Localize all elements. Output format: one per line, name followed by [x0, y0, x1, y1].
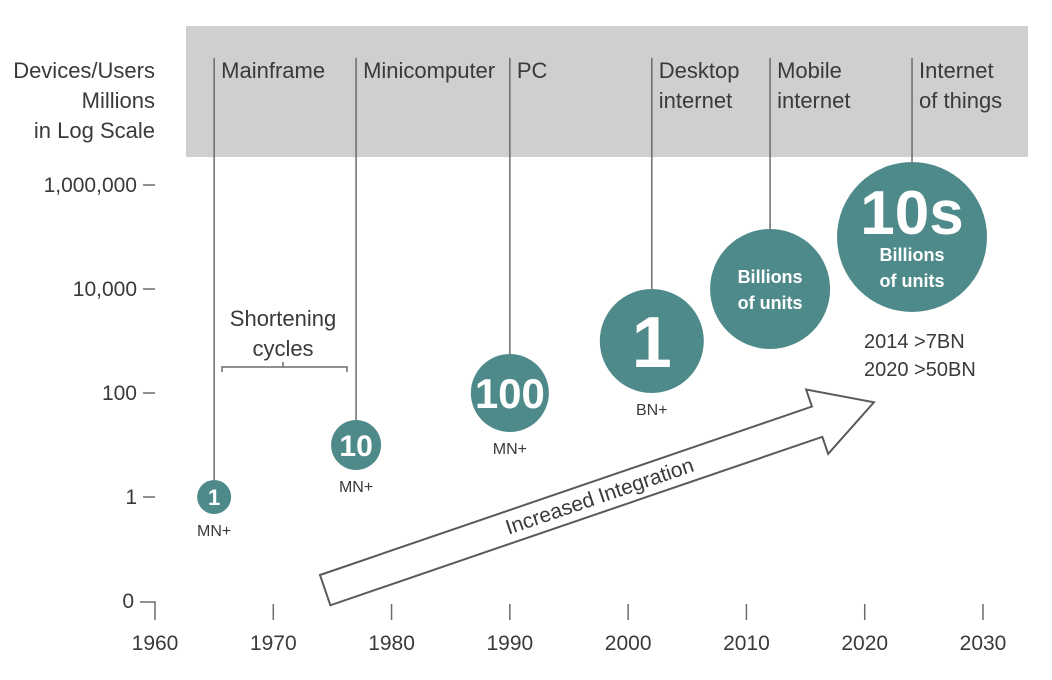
bubble-unit-label: MN+	[339, 479, 373, 496]
data-bubble	[197, 480, 232, 514]
y-tick-label: 100	[102, 382, 137, 405]
data-bubble	[599, 289, 704, 393]
labels: Devices/Users Millions in Log Scale Mainfra…	[13, 58, 1002, 143]
y-axis-label: in Log Scale	[34, 118, 155, 143]
integration-label: Increased Integration	[503, 454, 697, 540]
integration-arrow: Increased Integration	[318, 388, 876, 607]
era-label: PC	[517, 58, 548, 83]
cycles-annotation: cycles	[252, 336, 313, 361]
iot-stat: 2014 >7BN	[864, 331, 965, 353]
bubble-label: of units	[738, 293, 803, 313]
era-band	[186, 26, 1028, 157]
bubble-unit-label: MN+	[493, 441, 527, 458]
bubble-label: Billions	[738, 267, 803, 287]
data-bubble	[837, 162, 988, 312]
y-tick-label: 1,000,000	[44, 174, 137, 197]
integration-arrow-shape	[318, 388, 876, 607]
axes: 0 1 100 10,000 1,000,000 1960 1970 1980 1990 2000…	[44, 174, 1007, 655]
bubble-label: Billions	[880, 245, 945, 265]
x-tick-label: 2030	[960, 632, 1007, 655]
era-label: internet	[659, 88, 732, 113]
bubble-value: 10	[339, 430, 372, 463]
era-label: Internet	[919, 58, 994, 83]
y-axis-label: Millions	[82, 88, 155, 113]
axis-corner	[140, 601, 156, 620]
bubble-value: 100	[475, 370, 545, 417]
bubble-value: 1	[632, 303, 672, 383]
x-tick-label: 1990	[486, 632, 533, 655]
era-label: of things	[919, 88, 1002, 113]
era-label: Mobile	[777, 58, 842, 83]
era-label: Mainframe	[221, 58, 325, 83]
bubble-unit-label: BN+	[636, 402, 668, 419]
x-tick-label: 2020	[841, 632, 888, 655]
bubble-label: of units	[880, 271, 945, 291]
data-bubble	[470, 354, 549, 432]
y-tick-label: 0	[122, 590, 134, 613]
x-tick-label: 2000	[605, 632, 652, 655]
data-bubble	[331, 420, 382, 470]
bubble-unit-label: MN+	[197, 523, 231, 540]
era-label: internet	[777, 88, 850, 113]
y-axis-label: Devices/Users	[13, 58, 155, 83]
era-label: Minicomputer	[363, 58, 495, 83]
data-bubble	[710, 229, 831, 349]
iot-stat: 2020 >50BN	[864, 359, 976, 381]
bubble-value: 1	[208, 485, 220, 510]
x-tick-label: 2010	[723, 632, 770, 655]
bubble-value: 10s	[860, 179, 963, 248]
x-tick-label: 1960	[132, 632, 179, 655]
cycles-bracket	[221, 362, 348, 372]
x-tick-label: 1970	[250, 632, 297, 655]
era-label: Desktop	[659, 58, 740, 83]
cycles-annotation: Shortening	[230, 306, 336, 331]
x-tick-label: 1980	[368, 632, 415, 655]
y-tick-label: 10,000	[73, 278, 137, 301]
connector-lines	[213, 58, 913, 480]
y-tick-label: 1	[125, 486, 137, 509]
annotations: Shortening cycles Increased Integration 201…	[221, 306, 976, 607]
